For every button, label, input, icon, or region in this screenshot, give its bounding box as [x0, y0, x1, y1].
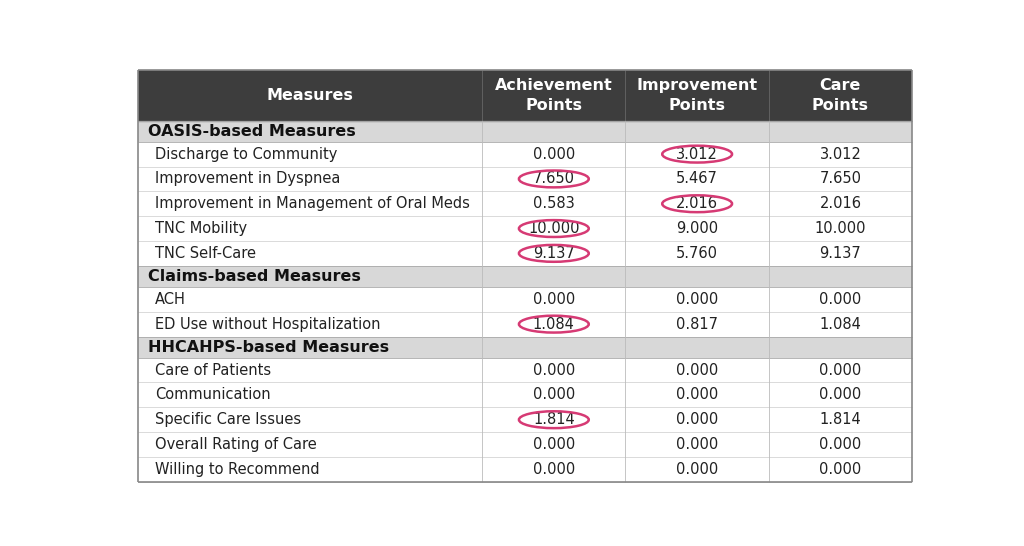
Text: Achievement
Points: Achievement Points [495, 78, 612, 112]
Text: Overall Rating of Care: Overall Rating of Care [155, 437, 316, 452]
Text: TNC Mobility: TNC Mobility [155, 221, 247, 236]
Text: Communication: Communication [155, 388, 270, 402]
Text: 9.137: 9.137 [532, 246, 574, 261]
Bar [137, 70, 912, 121]
Text: OASIS-based Measures: OASIS-based Measures [147, 123, 355, 139]
Text: 0.000: 0.000 [819, 363, 861, 378]
Bar [137, 457, 912, 482]
Text: 3.012: 3.012 [819, 147, 861, 162]
Text: 0.000: 0.000 [676, 363, 718, 378]
Text: 0.000: 0.000 [532, 437, 574, 452]
Text: Discharge to Community: Discharge to Community [155, 147, 337, 162]
Text: 0.000: 0.000 [532, 147, 574, 162]
Text: Improvement in Dyspnea: Improvement in Dyspnea [155, 171, 340, 186]
Bar [137, 432, 912, 457]
Bar [137, 312, 912, 336]
Text: 2.016: 2.016 [819, 196, 861, 211]
Bar [137, 191, 912, 216]
Bar [137, 241, 912, 266]
Text: ACH: ACH [155, 292, 186, 307]
Text: 0.000: 0.000 [532, 292, 574, 307]
Text: 0.000: 0.000 [532, 388, 574, 402]
Text: Care
Points: Care Points [812, 78, 869, 112]
Text: Improvement
Points: Improvement Points [637, 78, 758, 112]
Text: 3.012: 3.012 [676, 147, 718, 162]
Text: 0.000: 0.000 [819, 437, 861, 452]
Text: 1.084: 1.084 [532, 317, 574, 331]
Text: 1.814: 1.814 [819, 412, 861, 427]
Bar [137, 358, 912, 383]
Text: 2.016: 2.016 [676, 196, 718, 211]
Bar [137, 121, 912, 142]
Text: 9.137: 9.137 [819, 246, 861, 261]
Text: 0.000: 0.000 [819, 292, 861, 307]
Bar [137, 336, 912, 358]
Bar [137, 167, 912, 191]
Text: 0.000: 0.000 [676, 437, 718, 452]
Text: 0.000: 0.000 [819, 388, 861, 402]
Text: Willing to Recommend: Willing to Recommend [155, 462, 319, 477]
Text: 0.817: 0.817 [676, 317, 718, 331]
Text: 7.650: 7.650 [532, 171, 574, 186]
Text: 0.000: 0.000 [676, 292, 718, 307]
Text: Improvement in Management of Oral Meds: Improvement in Management of Oral Meds [155, 196, 470, 211]
Text: 1.084: 1.084 [819, 317, 861, 331]
Text: 5.760: 5.760 [676, 246, 718, 261]
Text: ED Use without Hospitalization: ED Use without Hospitalization [155, 317, 381, 331]
Text: HHCAHPS-based Measures: HHCAHPS-based Measures [147, 340, 389, 354]
Text: Care of Patients: Care of Patients [155, 363, 271, 378]
Text: 1.814: 1.814 [532, 412, 574, 427]
Text: Claims-based Measures: Claims-based Measures [147, 269, 360, 284]
Text: Specific Care Issues: Specific Care Issues [155, 412, 301, 427]
Bar [137, 216, 912, 241]
Bar [137, 407, 912, 432]
Text: 10.000: 10.000 [815, 221, 866, 236]
Text: 7.650: 7.650 [819, 171, 861, 186]
Text: 0.000: 0.000 [676, 388, 718, 402]
Text: 0.000: 0.000 [532, 462, 574, 477]
Text: 5.467: 5.467 [676, 171, 718, 186]
Text: TNC Self-Care: TNC Self-Care [155, 246, 256, 261]
Bar [137, 142, 912, 167]
Bar [137, 287, 912, 312]
Text: 9.000: 9.000 [676, 221, 718, 236]
Text: 0.000: 0.000 [819, 462, 861, 477]
Text: 0.000: 0.000 [676, 462, 718, 477]
Bar [137, 383, 912, 407]
Text: 10.000: 10.000 [528, 221, 580, 236]
Text: 0.000: 0.000 [676, 412, 718, 427]
Text: Measures: Measures [266, 88, 353, 103]
Text: 0.583: 0.583 [532, 196, 574, 211]
Text: 0.000: 0.000 [532, 363, 574, 378]
Bar [137, 266, 912, 287]
